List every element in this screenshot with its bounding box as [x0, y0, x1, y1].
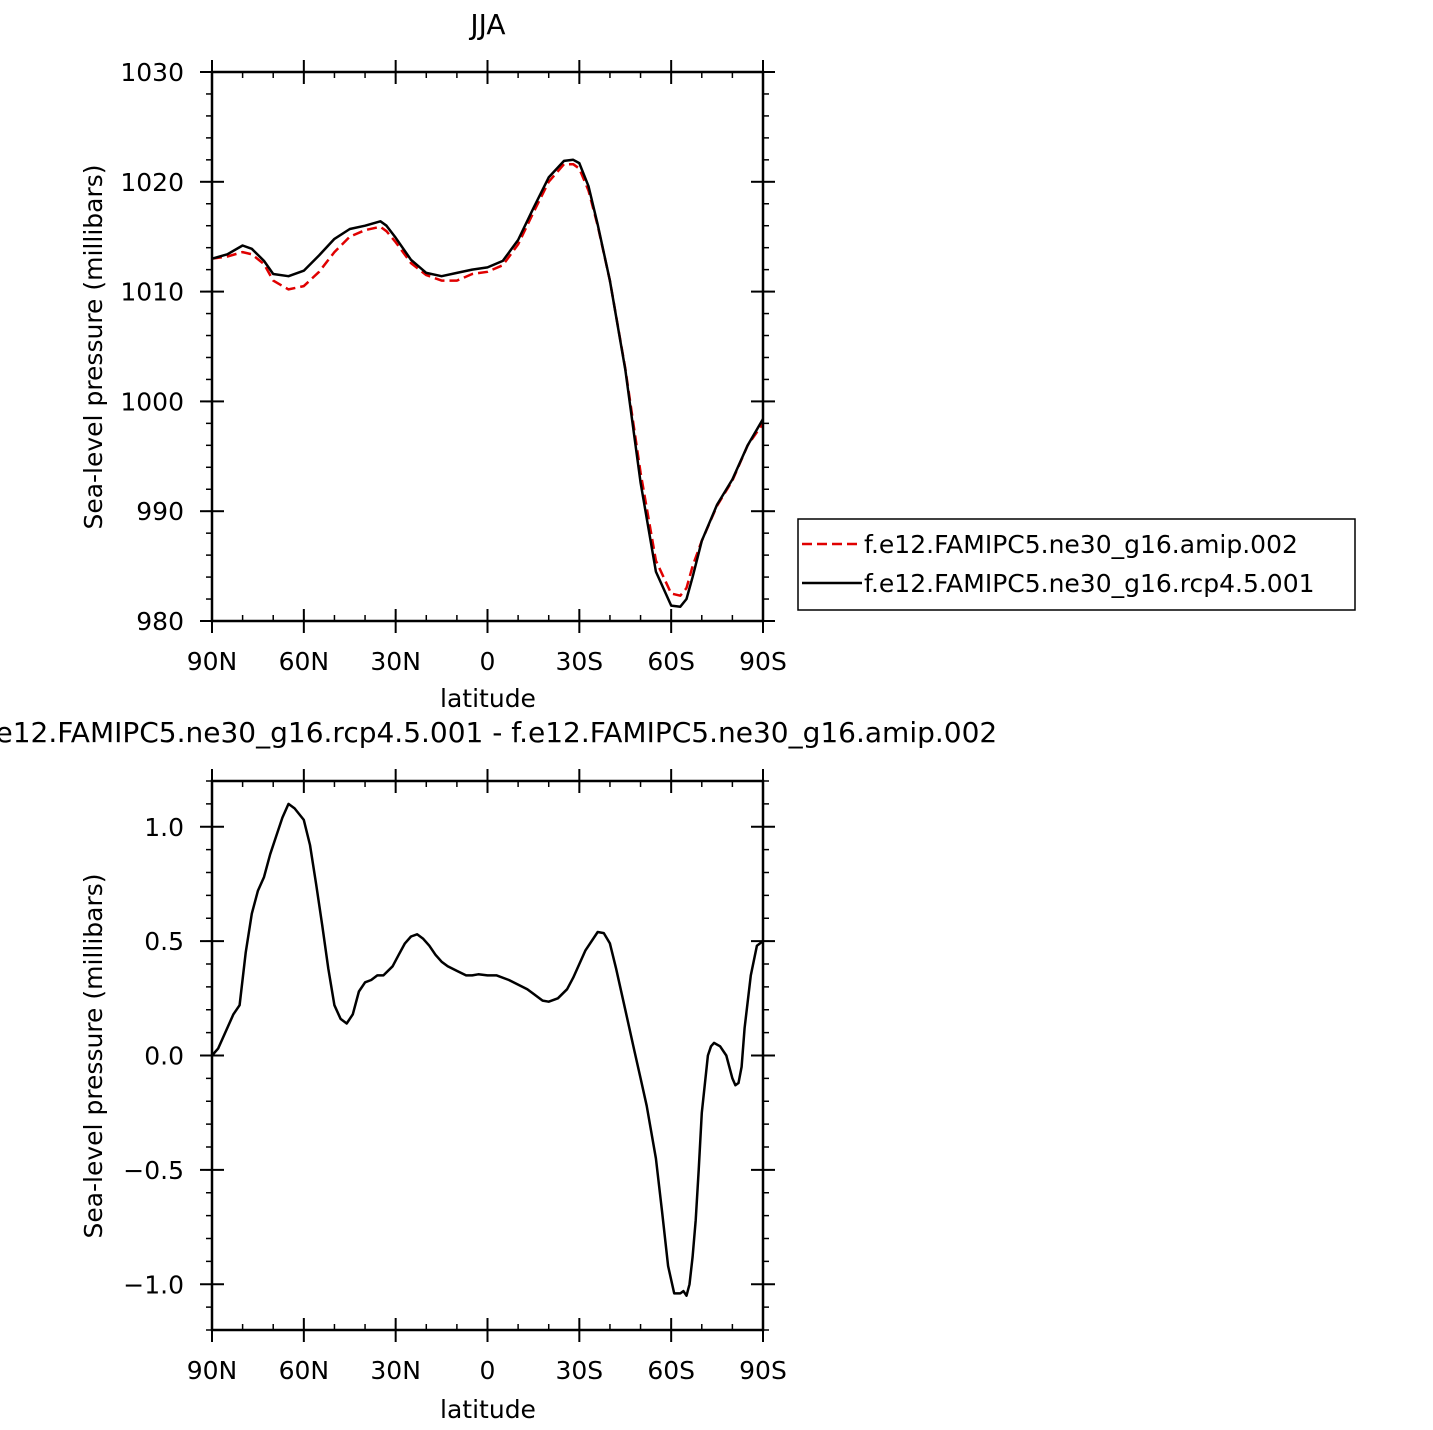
top-chart-legend: f.e12.FAMIPC5.ne30_g16.amip.002 f.e12.FA…	[797, 518, 1356, 611]
bottom-x-tick-label: 90S	[739, 1356, 787, 1385]
top-chart-lines	[211, 158, 765, 608]
bottom-x-tick-label: 60N	[279, 1356, 330, 1385]
bottom-x-axis-label: latitude	[440, 1395, 536, 1424]
bottom-chart-lines	[211, 802, 764, 1297]
bottom-x-tick-label: 0	[480, 1356, 496, 1385]
bottom-chart-tick-labels: 90N 60N 30N 0 30S 60S 90S −1.0 −0.5 0.0 0.5 1.0	[123, 813, 787, 1385]
top-y-tick-label: 1020	[120, 168, 184, 197]
top-x-tick-label: 60S	[647, 647, 695, 676]
bottom-x-tick-label: 30N	[370, 1356, 421, 1385]
top-x-tick-label: 0	[480, 647, 496, 676]
legend-label-amip: f.e12.FAMIPC5.ne30_g16.amip.002	[864, 530, 1298, 559]
bottom-series-line-0	[211, 802, 764, 1297]
legend-label-rcp: f.e12.FAMIPC5.ne30_g16.rcp4.5.001	[864, 569, 1315, 598]
top-y-tick-label: 1030	[120, 58, 184, 87]
legend-box	[797, 518, 1356, 611]
bottom-y-tick-label: 1.0	[144, 813, 184, 842]
bottom-chart-title: f.e12.FAMIPC5.ne30_g16.rcp4.5.001 - f.e1…	[0, 716, 997, 749]
top-y-tick-label: 980	[136, 607, 184, 636]
top-chart-frame	[210, 70, 765, 623]
top-x-tick-label: 90N	[187, 647, 238, 676]
top-y-tick-label: 1010	[120, 278, 184, 307]
bottom-chart-frame	[210, 779, 765, 1332]
top-series-line-1	[211, 158, 765, 608]
top-series-line-0	[211, 162, 765, 597]
bottom-x-tick-label: 60S	[647, 1356, 695, 1385]
top-x-axis-label: latitude	[440, 684, 536, 713]
top-x-tick-label: 30N	[370, 647, 421, 676]
top-chart-tick-labels: 90N 60N 30N 0 30S 60S 90S 980 990 1000 1010 1020 103…	[120, 58, 786, 676]
top-y-tick-label: 990	[136, 497, 184, 526]
top-chart-title: JJA	[468, 8, 505, 41]
top-y-axis-label: Sea-level pressure (millibars)	[79, 164, 108, 529]
bottom-x-tick-label: 90N	[187, 1356, 238, 1385]
top-x-tick-label: 60N	[279, 647, 330, 676]
bottom-chart-panel: f.e12.FAMIPC5.ne30_g16.rcp4.5.001 - f.e1…	[0, 716, 997, 1424]
bottom-y-tick-label: −1.0	[123, 1270, 184, 1299]
bottom-y-tick-label: 0.5	[144, 927, 184, 956]
top-chart-ticks	[200, 60, 775, 633]
bottom-y-tick-label: 0.0	[144, 1042, 184, 1071]
bottom-y-tick-label: −0.5	[123, 1156, 184, 1185]
bottom-y-axis-label: Sea-level pressure (millibars)	[79, 873, 108, 1238]
top-chart-panel: JJA 90N 60N 30N 0 30S 60S 90S 980 990 1000 1010 102…	[79, 8, 1356, 713]
bottom-x-tick-label: 30S	[555, 1356, 603, 1385]
top-x-tick-label: 30S	[555, 647, 603, 676]
top-y-tick-label: 1000	[120, 387, 184, 416]
top-x-tick-label: 90S	[739, 647, 787, 676]
bottom-chart-ticks	[200, 769, 775, 1342]
